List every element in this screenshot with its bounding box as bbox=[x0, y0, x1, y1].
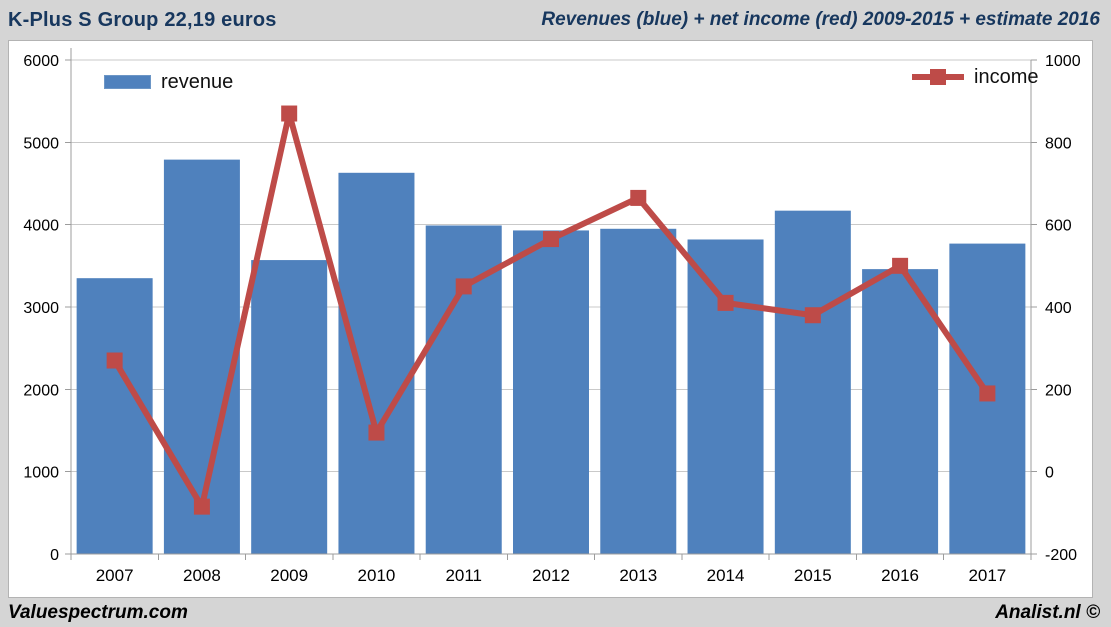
income-marker bbox=[281, 105, 298, 122]
income-marker bbox=[368, 424, 385, 441]
income-marker bbox=[543, 231, 559, 248]
right-axis-label: 400 bbox=[1045, 300, 1072, 317]
income-marker bbox=[193, 498, 210, 515]
revenue-swatch-icon bbox=[104, 75, 151, 89]
x-axis-label: 2011 bbox=[445, 566, 482, 585]
page-title: K-Plus S Group 22,19 euros bbox=[8, 8, 277, 31]
left-axis-label: 2000 bbox=[23, 382, 59, 399]
revenue-bar bbox=[774, 210, 851, 555]
right-axis-label: 1000 bbox=[1045, 53, 1081, 70]
revenue-bar bbox=[600, 228, 677, 555]
revenue-bar bbox=[687, 239, 764, 554]
legend-income: income bbox=[912, 65, 1038, 89]
income-marker bbox=[106, 352, 123, 369]
left-axis-label: 0 bbox=[50, 547, 59, 564]
footer: Valuespectrum.com Analist.nl © bbox=[0, 598, 1111, 627]
x-axis-label: 2009 bbox=[270, 566, 308, 585]
income-swatch-icon bbox=[912, 69, 964, 85]
x-axis-label: 2016 bbox=[881, 566, 919, 585]
header: K-Plus S Group 22,19 euros Revenues (blu… bbox=[0, 0, 1111, 40]
x-axis-label: 2012 bbox=[532, 566, 570, 585]
income-marker bbox=[804, 307, 821, 324]
chart-frame: 0 1000 2000 3000 4000 5000 6000 -200 0 200 400 600 8… bbox=[8, 40, 1093, 598]
revenue-bar bbox=[513, 230, 589, 554]
left-axis-label: 3000 bbox=[23, 300, 59, 317]
right-axis-label: 200 bbox=[1045, 382, 1072, 399]
revenue-bar bbox=[76, 278, 153, 554]
chart-subtitle: Revenues (blue) + net income (red) 2009-… bbox=[541, 9, 1100, 30]
left-axis-label: 6000 bbox=[23, 53, 59, 70]
x-axis-label: 2015 bbox=[794, 566, 832, 585]
revenue-bar bbox=[251, 260, 328, 554]
right-axis-label: 800 bbox=[1045, 135, 1072, 152]
legend-revenue: revenue bbox=[104, 70, 233, 94]
income-marker bbox=[455, 278, 472, 295]
revenue-bar bbox=[163, 159, 240, 554]
left-axis-label: 5000 bbox=[23, 135, 59, 152]
x-axis-label: 2013 bbox=[619, 566, 657, 585]
footer-credit: Analist.nl © bbox=[995, 601, 1100, 623]
right-axis-label: 0 bbox=[1045, 465, 1054, 482]
revenue-bar bbox=[338, 172, 415, 554]
chart-canvas: 0 1000 2000 3000 4000 5000 6000 -200 0 200 400 600 8… bbox=[23, 48, 1081, 585]
x-axis-label: 2008 bbox=[183, 566, 221, 585]
income-marker bbox=[630, 189, 647, 206]
revenue-bar bbox=[862, 269, 939, 554]
right-axis-label: 600 bbox=[1045, 218, 1072, 235]
right-axis-label: -200 bbox=[1045, 547, 1077, 564]
income-marker bbox=[979, 385, 996, 402]
x-axis-label: 2014 bbox=[707, 566, 745, 585]
income-marker bbox=[892, 257, 909, 274]
left-axis-label: 4000 bbox=[23, 218, 59, 235]
legend-revenue-label: revenue bbox=[161, 70, 234, 93]
x-axis-label: 2007 bbox=[96, 566, 134, 585]
income-marker bbox=[717, 294, 734, 311]
x-axis-label: 2017 bbox=[968, 566, 1006, 585]
legend-income-label: income bbox=[974, 65, 1039, 88]
x-axis-label: 2010 bbox=[358, 566, 396, 585]
footer-source: Valuespectrum.com bbox=[8, 601, 188, 623]
left-axis-label: 1000 bbox=[23, 465, 59, 482]
